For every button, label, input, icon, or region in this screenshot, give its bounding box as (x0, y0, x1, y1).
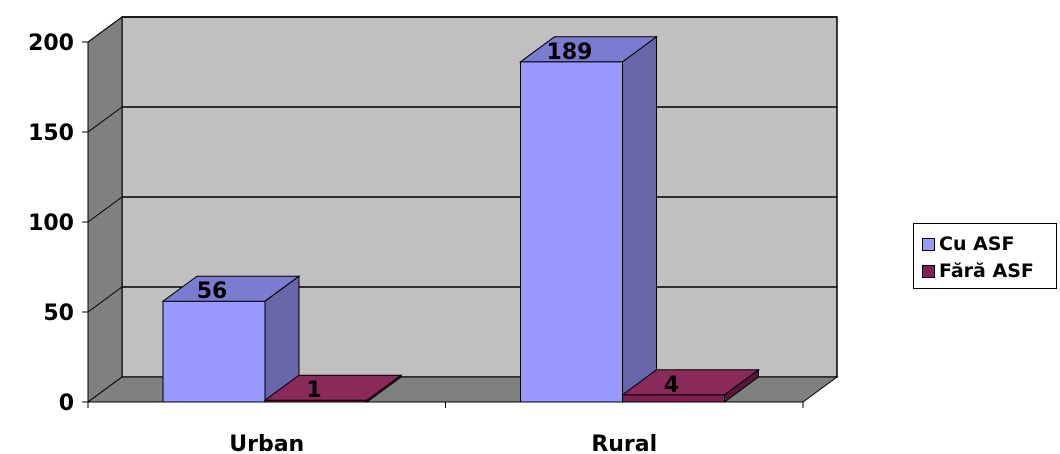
bar-front (162, 300, 266, 403)
bar-front (520, 61, 623, 403)
legend-swatch-series-2 (922, 264, 935, 278)
data-labels: 56 1 189 4 (197, 40, 679, 403)
gridline-side (87, 16, 123, 43)
legend-item-series-2: Fără ASF (922, 260, 1034, 282)
y-tick-label: 150 (28, 121, 74, 146)
bar-side (622, 35, 657, 403)
bar-top (161, 275, 301, 302)
x-tick-label: Urban (229, 432, 304, 454)
data-label: 189 (547, 40, 593, 65)
y-tick-label: 0 (59, 391, 74, 416)
bar-top (263, 374, 403, 401)
x-tick-label: Rural (591, 432, 657, 454)
gridline-side (87, 196, 123, 223)
gridline-side (87, 106, 123, 133)
legend-item-series-1: Cu ASF (922, 233, 1014, 255)
gridlines (87, 16, 837, 313)
bar (518, 35, 659, 403)
y-tick-label: 200 (28, 31, 74, 56)
data-label: 4 (664, 373, 679, 398)
y-tick-label: 100 (28, 211, 74, 236)
legend-label-series-2: Fără ASF (939, 260, 1034, 282)
bar (263, 374, 403, 403)
legend-swatch-series-1 (922, 237, 935, 251)
bar-top (620, 369, 761, 396)
legend: Cu ASF Fără ASF (913, 223, 1057, 289)
legend-label-series-1: Cu ASF (939, 233, 1015, 255)
bar-top (518, 36, 659, 63)
bar (620, 368, 761, 403)
bars (161, 35, 761, 403)
y-tick-label: 50 (43, 301, 74, 326)
bar (161, 275, 301, 403)
data-label: 1 (306, 378, 321, 403)
x-axis: Urban Rural (87, 401, 804, 454)
y-axis: 0 50 100 150 200 (28, 31, 89, 416)
data-label: 56 (197, 279, 228, 304)
gridline-side (87, 286, 123, 313)
